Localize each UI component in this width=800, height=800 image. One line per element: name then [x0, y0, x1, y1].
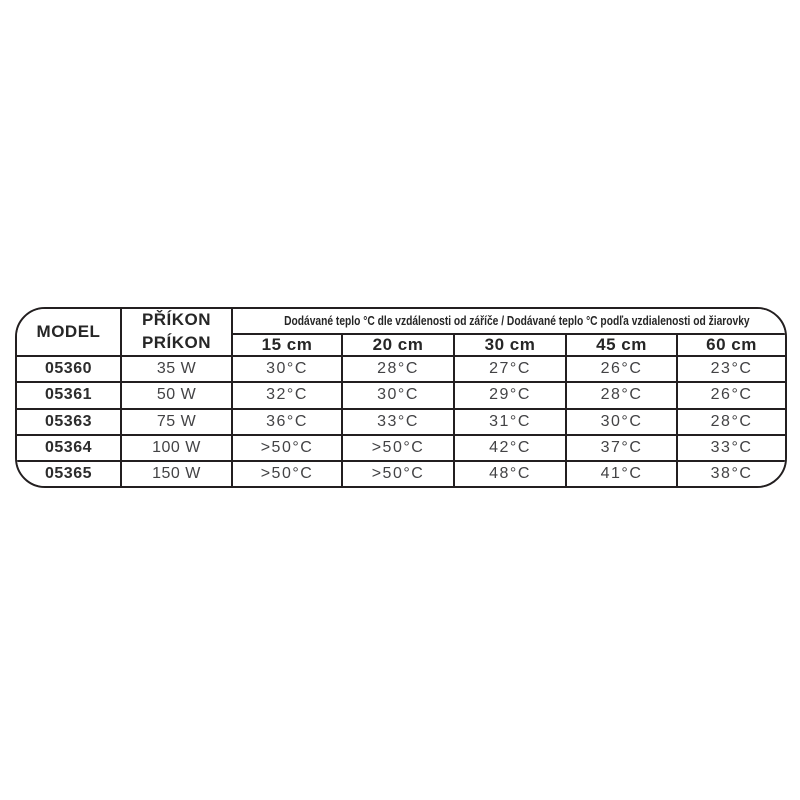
power-cell: 75 W	[122, 409, 233, 436]
temp-cell: 30°C	[567, 409, 678, 436]
temp-cell: >50°C	[343, 435, 455, 463]
model-header: MODEL	[17, 309, 122, 357]
distance-col-header-15cm: 15 cm	[233, 335, 343, 357]
power-cell: 100 W	[122, 435, 233, 463]
temp-cell: 42°C	[455, 435, 567, 463]
temp-cell: 33°C	[678, 435, 785, 463]
temp-cell: 31°C	[455, 409, 567, 436]
distance-col-header-60cm: 60 cm	[678, 335, 785, 357]
model-cell: 05361	[17, 383, 122, 410]
power-header-czech: PŘÍKON	[141, 310, 212, 330]
spec-table: MODEL PŘÍKON PRÍKON Dodávané teplo °C dl…	[17, 309, 785, 486]
power-header: PŘÍKON PRÍKON	[122, 309, 233, 357]
temp-cell: 36°C	[233, 409, 343, 436]
table-row: 05360 35 W 30°C 28°C 27°C 26°C 23°C	[17, 357, 785, 384]
temp-cell: 23°C	[678, 357, 785, 384]
temp-cell: >50°C	[233, 462, 343, 486]
model-cell: 05364	[17, 435, 122, 463]
distance-col-header-45cm: 45 cm	[567, 335, 678, 357]
header-row-distances: 15 cm 20 cm 30 cm 45 cm 60 cm	[17, 335, 785, 357]
temp-cell: >50°C	[233, 435, 343, 463]
temp-cell: 41°C	[567, 462, 678, 486]
temp-cell: 33°C	[343, 409, 455, 436]
temp-cell: 29°C	[455, 383, 567, 410]
temp-cell: 26°C	[678, 383, 785, 410]
temp-cell: 37°C	[567, 435, 678, 463]
temp-cell: 28°C	[567, 383, 678, 410]
power-cell: 50 W	[122, 383, 233, 410]
temp-cell: 30°C	[233, 357, 343, 384]
temp-cell: 28°C	[343, 357, 455, 384]
temp-cell: 27°C	[455, 357, 567, 384]
table-row: 05361 50 W 32°C 30°C 29°C 28°C 26°C	[17, 383, 785, 410]
temp-cell: 48°C	[455, 462, 567, 486]
distance-title-header: Dodávané teplo °C dle vzdálenosti od zář…	[233, 309, 785, 335]
temp-cell: >50°C	[343, 462, 455, 486]
temp-cell: 26°C	[567, 357, 678, 384]
table-row: 05365 150 W >50°C >50°C 48°C 41°C 38°C	[17, 462, 785, 486]
temp-cell: 38°C	[678, 462, 785, 486]
table-row: 05364 100 W >50°C >50°C 42°C 37°C 33°C	[17, 435, 785, 463]
temp-cell: 30°C	[343, 383, 455, 410]
power-cell: 150 W	[122, 462, 233, 486]
distance-title-text: Dodávané teplo °C dle vzdálenosti od zář…	[284, 314, 750, 328]
distance-col-header-20cm: 20 cm	[343, 335, 455, 357]
temp-cell: 32°C	[233, 383, 343, 410]
distance-col-header-30cm: 30 cm	[455, 335, 567, 357]
header-row-title: MODEL PŘÍKON PRÍKON Dodávané teplo °C dl…	[17, 309, 785, 357]
model-cell: 05360	[17, 357, 122, 384]
power-cell: 35 W	[122, 357, 233, 384]
power-header-slovak: PRÍKON	[141, 333, 212, 352]
model-cell: 05363	[17, 409, 122, 436]
model-cell: 05365	[17, 462, 122, 486]
temperature-table: MODEL PŘÍKON PRÍKON Dodávané teplo °C dl…	[15, 307, 787, 488]
table-row: 05363 75 W 36°C 33°C 31°C 30°C 28°C	[17, 409, 785, 436]
temp-cell: 28°C	[678, 409, 785, 436]
